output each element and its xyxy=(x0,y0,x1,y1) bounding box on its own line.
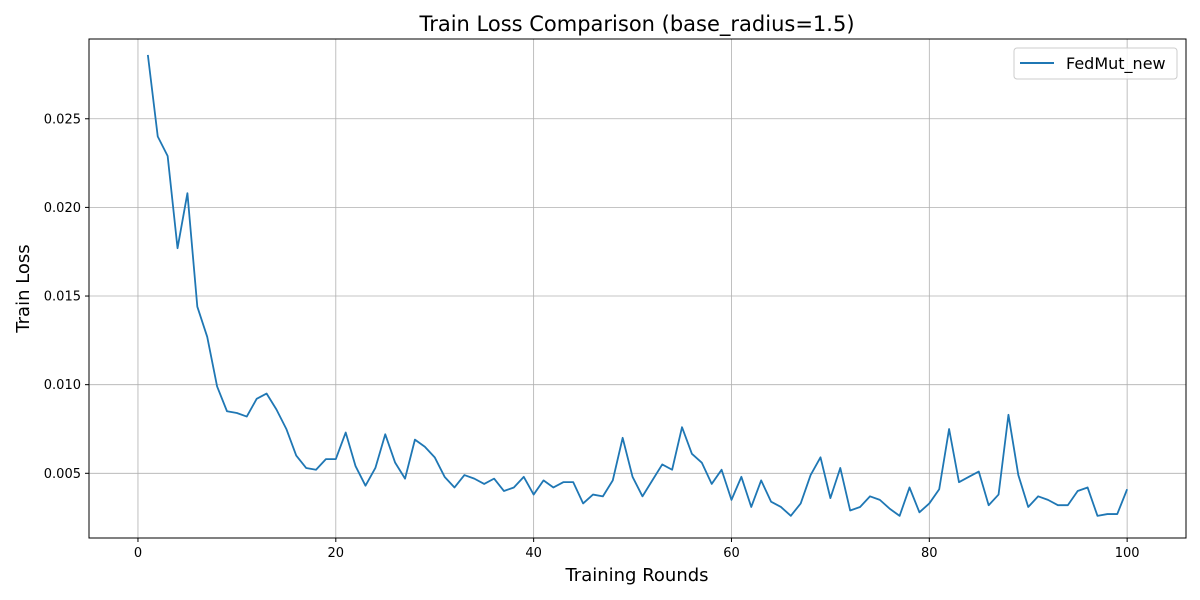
x-axis-title: Training Rounds xyxy=(564,565,708,586)
chart-title: Train Loss Comparison (base_radius=1.5) xyxy=(418,12,854,37)
y-axis-title: Train Loss xyxy=(13,244,34,333)
grid xyxy=(89,39,1186,538)
y-tick-label: 0.025 xyxy=(44,112,81,127)
x-tick-label: 40 xyxy=(525,546,542,561)
y-tick-label: 0.015 xyxy=(44,290,81,305)
x-tick-label: 0 xyxy=(134,546,142,561)
plot-frame xyxy=(88,38,1187,539)
x-tick-label: 20 xyxy=(328,546,345,561)
x-tick-label: 80 xyxy=(921,546,938,561)
legend-label-fedmut-new: FedMut_new xyxy=(1066,54,1166,74)
y-tick-label: 0.010 xyxy=(44,378,81,393)
y-tick-label: 0.020 xyxy=(44,201,81,216)
x-tick-label: 100 xyxy=(1115,546,1140,561)
y-tick-label: 0.005 xyxy=(44,467,81,482)
series-layer xyxy=(146,54,1128,517)
legend: FedMut_new xyxy=(1013,47,1178,80)
legend-box xyxy=(1013,47,1178,80)
axis-ticks: 0 20 40 60 80 100 0.005 0.010 0.015 0.020 0.025 xyxy=(44,112,1140,561)
series-line-fedmut-new xyxy=(146,54,1128,517)
x-tick-label: 60 xyxy=(723,546,740,561)
